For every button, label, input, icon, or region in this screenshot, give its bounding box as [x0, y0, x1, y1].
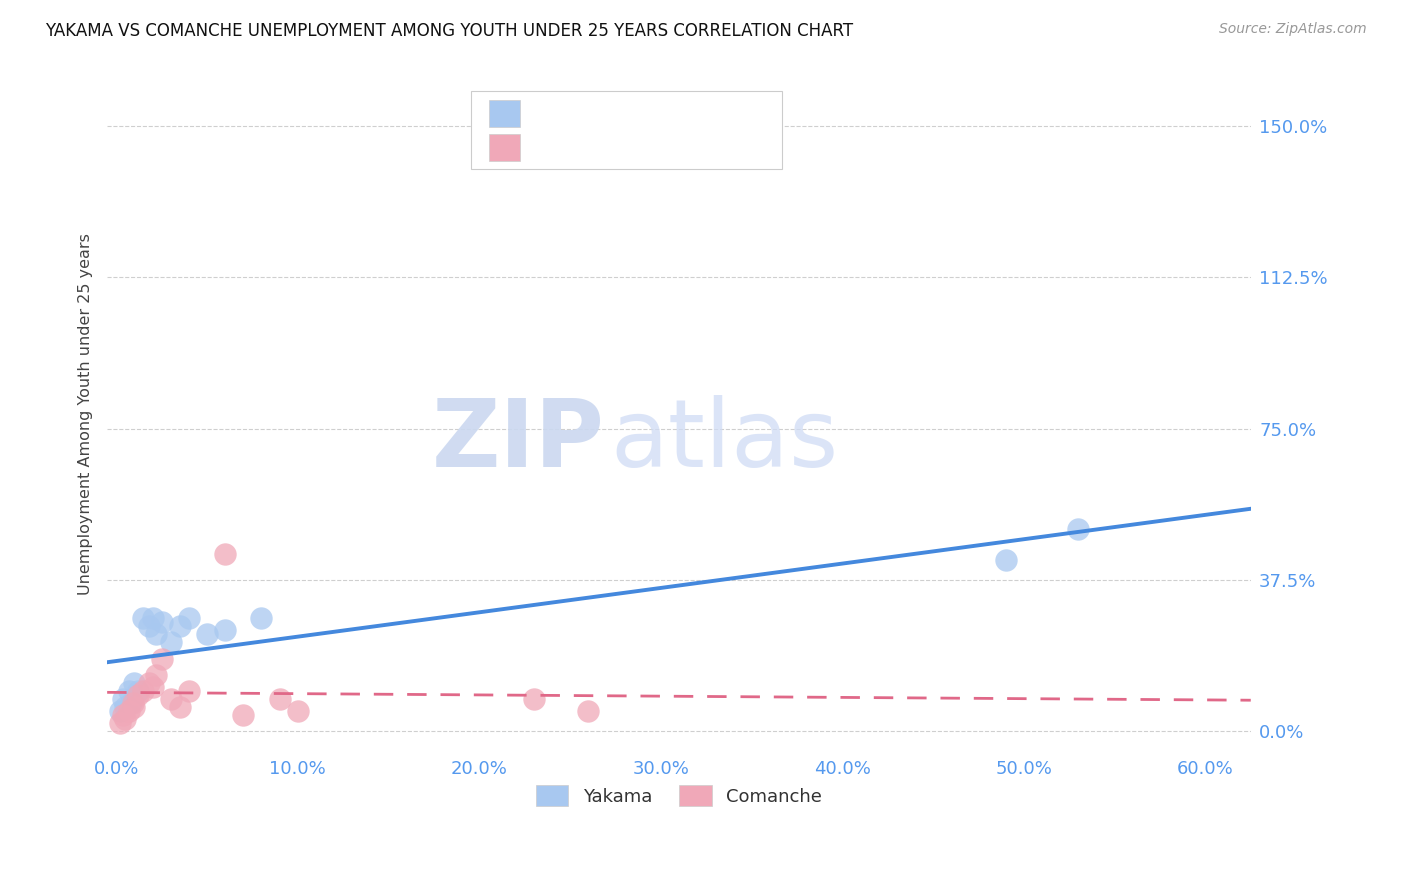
Text: ZIP: ZIP — [432, 395, 605, 487]
Point — [169, 700, 191, 714]
Point — [287, 704, 309, 718]
Point — [132, 684, 155, 698]
Point — [159, 692, 181, 706]
Point — [177, 611, 200, 625]
Point — [121, 696, 143, 710]
Point — [150, 651, 173, 665]
Point — [114, 712, 136, 726]
Point — [141, 680, 163, 694]
Point — [127, 684, 149, 698]
Point — [195, 627, 218, 641]
Point — [124, 700, 146, 714]
Point — [145, 627, 167, 641]
Point — [169, 619, 191, 633]
Text: atlas: atlas — [610, 395, 838, 487]
Point — [214, 624, 236, 638]
Point — [112, 708, 135, 723]
Point — [118, 684, 141, 698]
Point — [120, 696, 142, 710]
Text: Source: ZipAtlas.com: Source: ZipAtlas.com — [1219, 22, 1367, 37]
Text: R = 0.270    N = 20: R = 0.270 N = 20 — [529, 104, 704, 122]
Point — [994, 553, 1017, 567]
Text: YAKAMA VS COMANCHE UNEMPLOYMENT AMONG YOUTH UNDER 25 YEARS CORRELATION CHART: YAKAMA VS COMANCHE UNEMPLOYMENT AMONG YO… — [45, 22, 853, 40]
Legend: Yakama, Comanche: Yakama, Comanche — [529, 778, 830, 814]
Point — [138, 619, 160, 633]
Point — [145, 667, 167, 681]
Point — [523, 692, 546, 706]
Point — [127, 688, 149, 702]
Point — [138, 676, 160, 690]
Point — [269, 692, 291, 706]
Point — [250, 611, 273, 625]
Point — [150, 615, 173, 630]
Point — [132, 611, 155, 625]
Point — [108, 704, 131, 718]
Point — [232, 708, 254, 723]
Point — [141, 611, 163, 625]
Point — [177, 684, 200, 698]
Point — [112, 692, 135, 706]
Point — [1067, 523, 1090, 537]
Point — [124, 676, 146, 690]
Text: R = 0.042    N = 21: R = 0.042 N = 21 — [529, 138, 704, 156]
Point — [214, 547, 236, 561]
Point — [118, 704, 141, 718]
Y-axis label: Unemployment Among Youth under 25 years: Unemployment Among Youth under 25 years — [79, 234, 93, 595]
Point — [108, 716, 131, 731]
Point — [576, 704, 599, 718]
Point — [114, 700, 136, 714]
Point — [159, 635, 181, 649]
